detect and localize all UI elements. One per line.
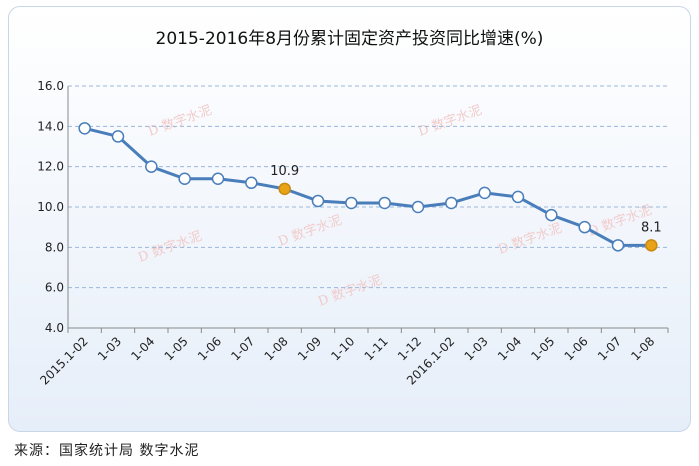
watermark-0: D 数字水泥: [146, 103, 214, 140]
x-tick-label-4: 1-06: [195, 334, 224, 363]
y-tick-label-0: 4.0: [45, 321, 64, 335]
y-tick-label-3: 10.0: [37, 200, 64, 214]
watermark-5: D 数字水泥: [316, 273, 384, 310]
x-tick-label-15: 1-06: [562, 334, 591, 363]
data-point-6: [278, 182, 291, 196]
data-point-12: [478, 186, 491, 200]
y-tick-label-1: 6.0: [45, 281, 64, 295]
y-tick-label-2: 8.0: [45, 240, 64, 254]
x-tick-label-17: 1-08: [628, 334, 657, 363]
x-tick-label-13: 1-04: [495, 334, 524, 363]
x-tick-label-5: 1-07: [228, 334, 257, 363]
data-point-0: [78, 122, 91, 135]
data-label-1: 8.1: [641, 220, 662, 235]
series-line: [84, 126, 652, 247]
x-tick-label-6: 1-08: [262, 334, 291, 363]
x-tick-label-2: 1-04: [128, 334, 157, 363]
data-point-15: [578, 220, 591, 234]
watermark-4: D 数字水泥: [496, 221, 564, 258]
source-note: 来源：国家统计局 数字水泥: [14, 443, 200, 459]
data-point-11: [445, 196, 458, 210]
x-tick-label-7: 1-09: [295, 334, 324, 363]
data-point-8: [345, 196, 358, 210]
y-tick-label-6: 16.0: [37, 79, 64, 93]
x-tick-label-0: 2015.1-02: [37, 334, 90, 387]
data-point-2: [145, 160, 158, 173]
data-point-4: [211, 172, 225, 186]
watermark-3: D 数字水泥: [276, 213, 344, 250]
data-point-7: [311, 194, 325, 208]
data-point-14: [545, 208, 558, 222]
chart-title: 2015-2016年8月份累计固定资产投资同比增速(%): [155, 29, 544, 49]
x-tick-label-8: 1-10: [328, 334, 357, 363]
watermark-1: D 数字水泥: [416, 103, 484, 140]
x-tick-label-16: 1-07: [595, 334, 624, 363]
data-point-13: [511, 190, 525, 204]
data-point-3: [178, 172, 191, 186]
x-tick-label-12: 1-03: [462, 334, 491, 363]
x-tick-label-14: 1-05: [528, 334, 557, 363]
data-point-9: [378, 196, 391, 210]
x-tick-label-3: 1-05: [162, 334, 191, 363]
x-tick-label-1: 1-03: [95, 334, 124, 363]
x-tick-label-9: 1-11: [362, 334, 391, 363]
chart-frame: [8, 6, 691, 432]
x-tick-label-10: 1-12: [395, 334, 424, 363]
y-tick-label-5: 14.0: [37, 119, 64, 133]
data-point-1: [111, 130, 125, 143]
data-label-0: 10.9: [270, 164, 299, 179]
data-point-16: [611, 239, 625, 252]
data-point-5: [245, 176, 258, 190]
data-point-10: [411, 200, 425, 214]
y-tick-label-4: 12.0: [37, 160, 64, 174]
data-point-17: [645, 239, 658, 252]
